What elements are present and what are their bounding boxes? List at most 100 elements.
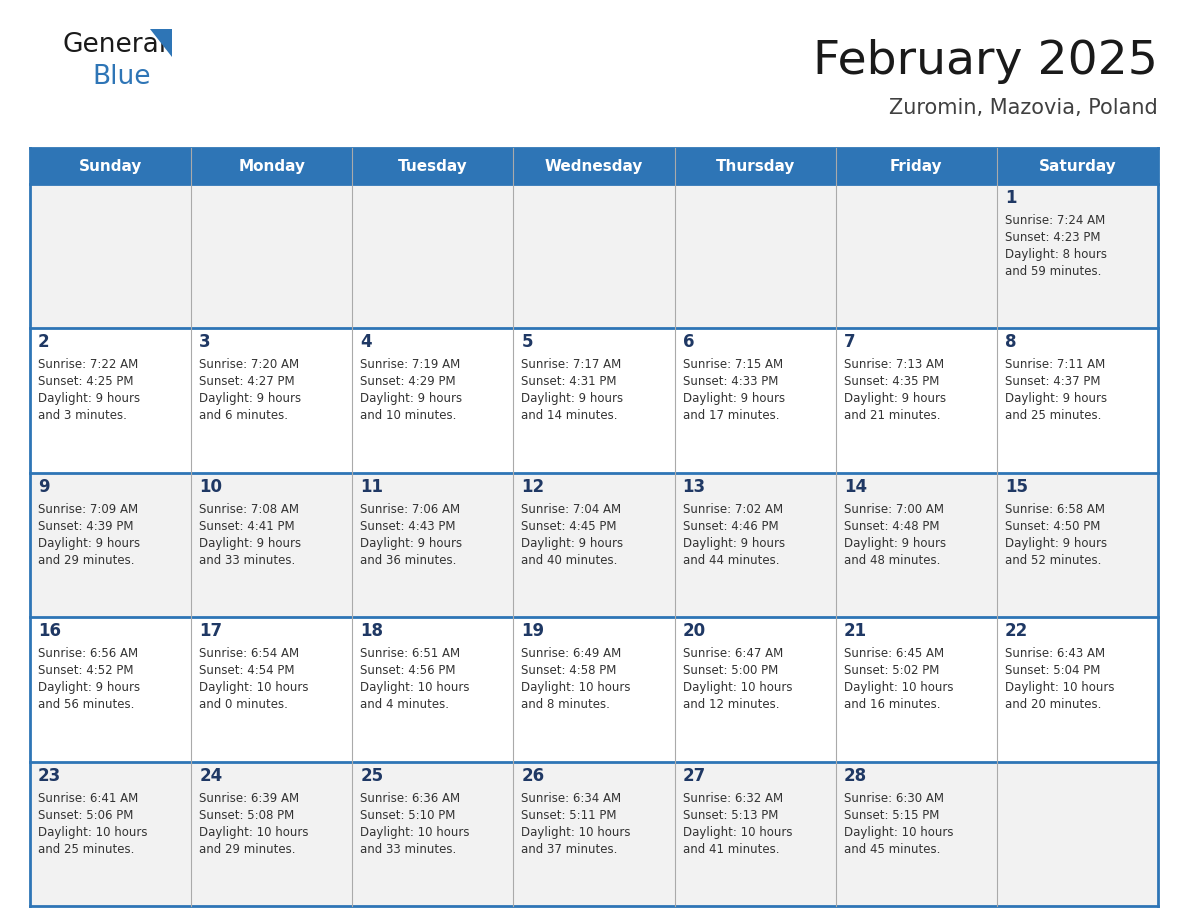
Text: 19: 19	[522, 622, 544, 640]
Bar	[835, 473, 997, 617]
Text: Sunrise: 7:06 AM: Sunrise: 7:06 AM	[360, 503, 461, 516]
Text: and 4 minutes.: and 4 minutes.	[360, 699, 449, 711]
Text: and 33 minutes.: and 33 minutes.	[360, 843, 456, 856]
Text: 7: 7	[843, 333, 855, 352]
Text: Daylight: 9 hours: Daylight: 9 hours	[200, 537, 302, 550]
Bar	[191, 329, 353, 473]
Text: Sunday: Sunday	[78, 159, 143, 174]
Text: and 10 minutes.: and 10 minutes.	[360, 409, 456, 422]
Text: 21: 21	[843, 622, 867, 640]
Bar	[675, 762, 835, 906]
Bar	[835, 329, 997, 473]
Text: and 59 minutes.: and 59 minutes.	[1005, 265, 1101, 278]
Text: Daylight: 9 hours: Daylight: 9 hours	[683, 537, 785, 550]
Text: Sunset: 4:41 PM: Sunset: 4:41 PM	[200, 520, 295, 532]
Text: Daylight: 10 hours: Daylight: 10 hours	[683, 825, 792, 839]
Text: Daylight: 9 hours: Daylight: 9 hours	[360, 537, 462, 550]
Text: 22: 22	[1005, 622, 1028, 640]
Text: Daylight: 10 hours: Daylight: 10 hours	[38, 825, 147, 839]
Text: Sunset: 4:54 PM: Sunset: 4:54 PM	[200, 665, 295, 677]
Text: 25: 25	[360, 767, 384, 785]
Bar	[513, 617, 675, 762]
Text: Sunrise: 7:24 AM: Sunrise: 7:24 AM	[1005, 214, 1105, 227]
Text: Sunrise: 6:51 AM: Sunrise: 6:51 AM	[360, 647, 461, 660]
Text: Sunset: 4:58 PM: Sunset: 4:58 PM	[522, 665, 617, 677]
Text: Daylight: 10 hours: Daylight: 10 hours	[1005, 681, 1114, 694]
Text: 27: 27	[683, 767, 706, 785]
Text: Sunset: 5:08 PM: Sunset: 5:08 PM	[200, 809, 295, 822]
Text: Sunrise: 6:49 AM: Sunrise: 6:49 AM	[522, 647, 621, 660]
Text: 18: 18	[360, 622, 384, 640]
Text: Sunrise: 6:30 AM: Sunrise: 6:30 AM	[843, 791, 943, 804]
Text: and 41 minutes.: and 41 minutes.	[683, 843, 779, 856]
Text: Daylight: 9 hours: Daylight: 9 hours	[683, 392, 785, 406]
Bar	[353, 762, 513, 906]
Text: and 6 minutes.: and 6 minutes.	[200, 409, 289, 422]
Text: Daylight: 10 hours: Daylight: 10 hours	[360, 681, 469, 694]
Bar	[191, 617, 353, 762]
Text: Blue: Blue	[91, 64, 151, 90]
Text: 4: 4	[360, 333, 372, 352]
Bar	[191, 184, 353, 329]
Text: 3: 3	[200, 333, 210, 352]
Bar	[353, 329, 513, 473]
Text: Sunrise: 7:02 AM: Sunrise: 7:02 AM	[683, 503, 783, 516]
Text: Zuromin, Mazovia, Poland: Zuromin, Mazovia, Poland	[890, 98, 1158, 118]
Text: 28: 28	[843, 767, 867, 785]
Text: Sunset: 5:04 PM: Sunset: 5:04 PM	[1005, 665, 1100, 677]
Text: Daylight: 10 hours: Daylight: 10 hours	[843, 825, 953, 839]
Text: and 12 minutes.: and 12 minutes.	[683, 699, 779, 711]
Bar	[191, 762, 353, 906]
Bar	[997, 473, 1158, 617]
Bar	[835, 184, 997, 329]
Text: Sunrise: 6:56 AM: Sunrise: 6:56 AM	[38, 647, 138, 660]
Text: 11: 11	[360, 477, 384, 496]
Text: Daylight: 9 hours: Daylight: 9 hours	[38, 681, 140, 694]
Text: 17: 17	[200, 622, 222, 640]
Bar	[513, 184, 675, 329]
Text: Tuesday: Tuesday	[398, 159, 468, 174]
Text: Sunset: 4:35 PM: Sunset: 4:35 PM	[843, 375, 939, 388]
Text: Sunset: 5:10 PM: Sunset: 5:10 PM	[360, 809, 456, 822]
Text: and 56 minutes.: and 56 minutes.	[38, 699, 134, 711]
Text: Daylight: 10 hours: Daylight: 10 hours	[200, 825, 309, 839]
Bar	[997, 762, 1158, 906]
Text: and 52 minutes.: and 52 minutes.	[1005, 554, 1101, 566]
Text: Sunset: 5:11 PM: Sunset: 5:11 PM	[522, 809, 617, 822]
Text: and 25 minutes.: and 25 minutes.	[38, 843, 134, 856]
Text: Daylight: 10 hours: Daylight: 10 hours	[200, 681, 309, 694]
Text: Sunset: 4:29 PM: Sunset: 4:29 PM	[360, 375, 456, 388]
Text: Sunset: 4:45 PM: Sunset: 4:45 PM	[522, 520, 617, 532]
Text: Sunset: 4:48 PM: Sunset: 4:48 PM	[843, 520, 940, 532]
Text: Daylight: 10 hours: Daylight: 10 hours	[522, 681, 631, 694]
Text: Sunset: 4:27 PM: Sunset: 4:27 PM	[200, 375, 295, 388]
Text: and 48 minutes.: and 48 minutes.	[843, 554, 940, 566]
Text: Sunrise: 7:17 AM: Sunrise: 7:17 AM	[522, 358, 621, 372]
Text: Daylight: 10 hours: Daylight: 10 hours	[683, 681, 792, 694]
Bar	[997, 329, 1158, 473]
Text: Sunset: 4:46 PM: Sunset: 4:46 PM	[683, 520, 778, 532]
Text: Daylight: 10 hours: Daylight: 10 hours	[360, 825, 469, 839]
Text: Daylight: 9 hours: Daylight: 9 hours	[522, 392, 624, 406]
Text: Sunrise: 6:39 AM: Sunrise: 6:39 AM	[200, 791, 299, 804]
Bar	[997, 617, 1158, 762]
Text: February 2025: February 2025	[813, 39, 1158, 84]
Text: Sunrise: 7:04 AM: Sunrise: 7:04 AM	[522, 503, 621, 516]
Bar	[835, 762, 997, 906]
Text: Sunrise: 7:15 AM: Sunrise: 7:15 AM	[683, 358, 783, 372]
Text: Sunset: 4:56 PM: Sunset: 4:56 PM	[360, 665, 456, 677]
Bar	[30, 473, 191, 617]
Text: and 21 minutes.: and 21 minutes.	[843, 409, 940, 422]
Text: 8: 8	[1005, 333, 1017, 352]
Text: 26: 26	[522, 767, 544, 785]
Text: General: General	[62, 32, 166, 58]
Text: and 3 minutes.: and 3 minutes.	[38, 409, 127, 422]
Text: 12: 12	[522, 477, 544, 496]
Text: Sunset: 5:15 PM: Sunset: 5:15 PM	[843, 809, 939, 822]
Text: and 8 minutes.: and 8 minutes.	[522, 699, 611, 711]
Text: Sunrise: 7:13 AM: Sunrise: 7:13 AM	[843, 358, 943, 372]
Bar	[353, 473, 513, 617]
Text: Sunset: 4:23 PM: Sunset: 4:23 PM	[1005, 231, 1100, 244]
Text: Sunrise: 7:00 AM: Sunrise: 7:00 AM	[843, 503, 943, 516]
Text: Sunrise: 6:41 AM: Sunrise: 6:41 AM	[38, 791, 138, 804]
